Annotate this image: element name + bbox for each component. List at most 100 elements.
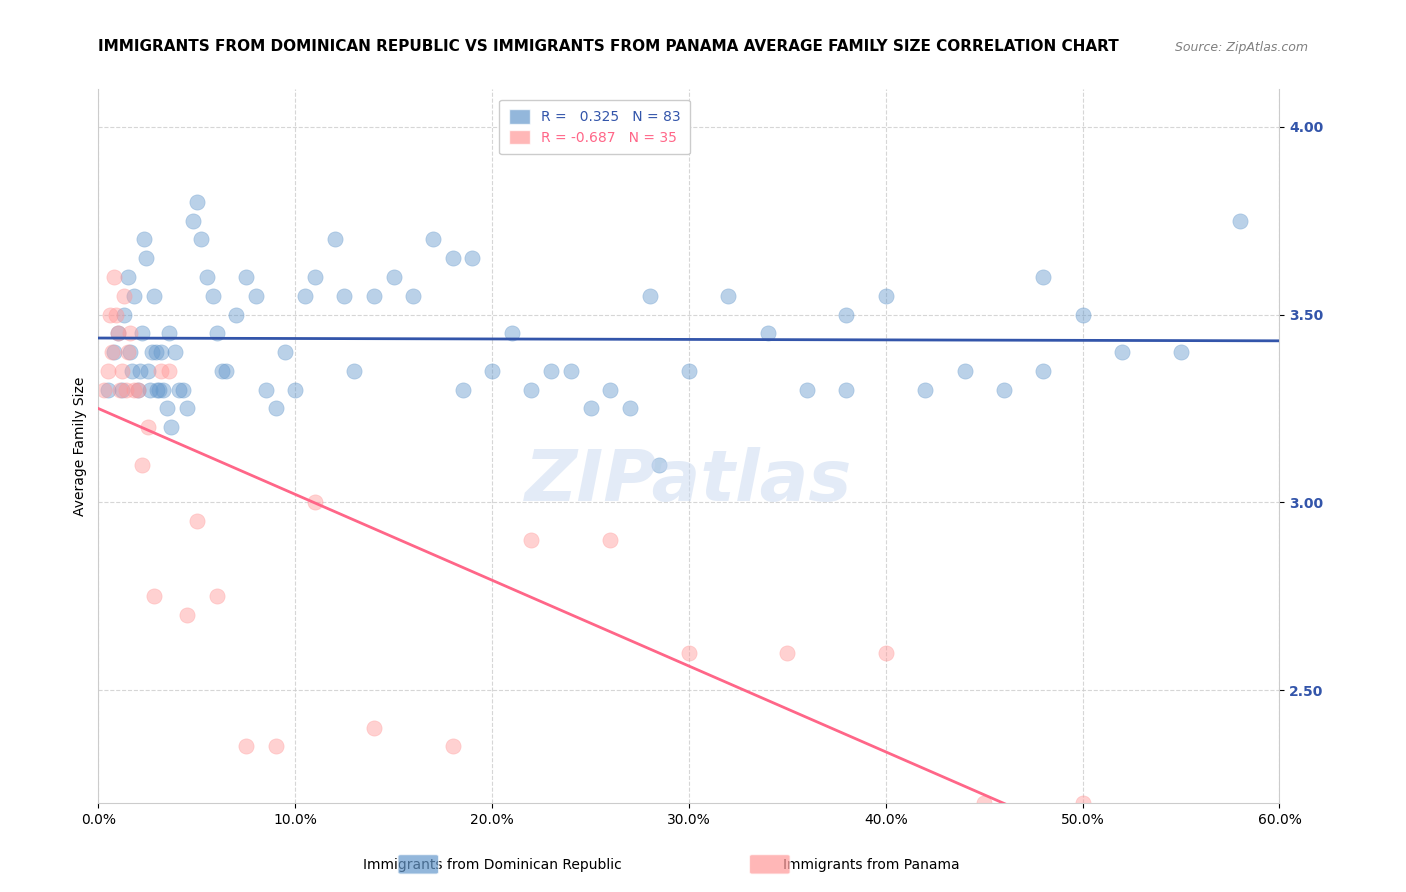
Point	[441, 251, 464, 265]
Point	[264, 739, 287, 754]
Point	[165, 345, 187, 359]
Point	[157, 364, 180, 378]
Point	[115, 383, 138, 397]
Point	[132, 232, 155, 246]
Point	[294, 289, 316, 303]
Point	[97, 383, 120, 397]
Point	[176, 401, 198, 416]
Point	[343, 364, 366, 378]
Point	[1111, 345, 1133, 359]
Point	[796, 383, 818, 397]
Point	[103, 270, 125, 285]
Point	[103, 345, 125, 359]
Point	[186, 194, 208, 209]
Point	[186, 514, 208, 528]
Point	[101, 345, 124, 359]
Point	[284, 383, 307, 397]
Point	[127, 383, 149, 397]
Point	[254, 383, 277, 397]
Point	[136, 420, 159, 434]
Point	[835, 383, 858, 397]
Point	[215, 364, 238, 378]
Point	[205, 589, 228, 603]
Point	[382, 270, 405, 285]
Point	[648, 458, 671, 472]
Point	[146, 383, 169, 397]
Point	[875, 289, 897, 303]
Point	[117, 345, 139, 359]
Point	[111, 364, 134, 378]
Point	[131, 326, 153, 341]
Point	[333, 289, 356, 303]
Point	[211, 364, 233, 378]
Legend: R =   0.325   N = 83, R = -0.687   N = 35: R = 0.325 N = 83, R = -0.687 N = 35	[499, 100, 690, 154]
Point	[1071, 308, 1094, 322]
Point	[121, 364, 143, 378]
Point	[422, 232, 444, 246]
Point	[717, 289, 740, 303]
Point	[93, 383, 115, 397]
Point	[363, 721, 385, 735]
Point	[152, 383, 174, 397]
Point	[225, 308, 247, 322]
Point	[560, 364, 582, 378]
Point	[1071, 796, 1094, 810]
Point	[176, 607, 198, 622]
Point	[118, 326, 141, 341]
Point	[135, 251, 157, 265]
Point	[481, 364, 503, 378]
Point	[138, 383, 160, 397]
Point	[1229, 213, 1251, 227]
Point	[131, 458, 153, 472]
Point	[150, 364, 173, 378]
Point	[141, 345, 163, 359]
Point	[235, 270, 257, 285]
Point	[108, 383, 131, 397]
Point	[117, 270, 139, 285]
Point	[122, 383, 145, 397]
Point	[157, 326, 180, 341]
Point	[245, 289, 267, 303]
Point	[97, 364, 120, 378]
Point	[520, 383, 543, 397]
Point	[835, 308, 858, 322]
Point	[953, 364, 976, 378]
Point	[150, 345, 173, 359]
Point	[599, 533, 621, 547]
Point	[235, 739, 257, 754]
Point	[619, 401, 641, 416]
Point	[107, 326, 129, 341]
Point	[1032, 270, 1054, 285]
Point	[190, 232, 212, 246]
Point	[461, 251, 484, 265]
Text: ZIPatlas: ZIPatlas	[526, 447, 852, 516]
Point	[678, 364, 700, 378]
Point	[579, 401, 602, 416]
Point	[112, 289, 135, 303]
Point	[98, 308, 121, 322]
Point	[181, 213, 204, 227]
Point	[142, 589, 165, 603]
Text: Source: ZipAtlas.com: Source: ZipAtlas.com	[1174, 40, 1308, 54]
Point	[122, 289, 145, 303]
Point	[304, 270, 326, 285]
Point	[145, 345, 167, 359]
Point	[136, 364, 159, 378]
Point	[304, 495, 326, 509]
Point	[363, 289, 385, 303]
Point	[323, 232, 346, 246]
Point	[451, 383, 474, 397]
Y-axis label: Average Family Size: Average Family Size	[73, 376, 87, 516]
Point	[148, 383, 170, 397]
Point	[638, 289, 661, 303]
Point	[205, 326, 228, 341]
Point	[112, 308, 135, 322]
Point	[105, 308, 128, 322]
Point	[973, 796, 995, 810]
Point	[540, 364, 562, 378]
Point	[914, 383, 936, 397]
Point	[501, 326, 523, 341]
Point	[274, 345, 297, 359]
Point	[172, 383, 194, 397]
Point	[201, 289, 224, 303]
